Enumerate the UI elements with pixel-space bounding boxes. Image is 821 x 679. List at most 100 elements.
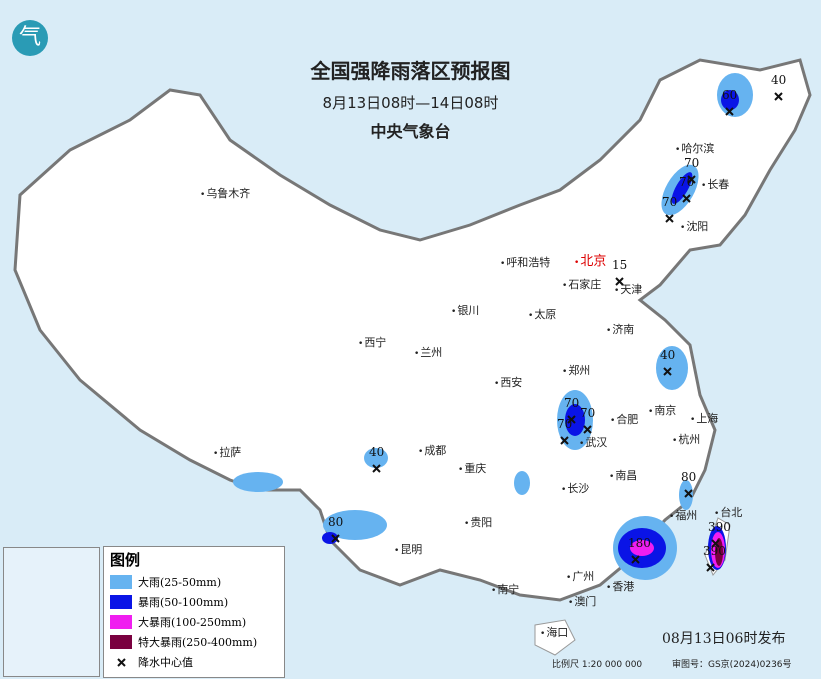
cross-icon <box>116 657 126 667</box>
legend-label: 降水中心值 <box>138 656 193 669</box>
city-label: 昆明 <box>394 541 422 557</box>
cross-icon <box>615 277 624 286</box>
rain-center-marker <box>583 419 592 434</box>
legend-item: 大雨(25-50mm) <box>110 572 284 592</box>
rain-center-marker <box>663 361 672 376</box>
rain-center-value: 70 <box>679 175 695 189</box>
city-label: 海口 <box>540 624 568 640</box>
legend-label: 大暴雨(100-250mm) <box>138 616 247 629</box>
city-label: 天津 <box>614 281 642 297</box>
rain-heavy <box>656 346 688 390</box>
rain-center-marker <box>331 528 340 543</box>
rain-center-marker <box>372 458 381 473</box>
rain-center-value: 40 <box>771 73 787 87</box>
city-label: 兰州 <box>414 344 442 360</box>
city-label: 沈阳 <box>680 218 708 234</box>
rain-heavy <box>364 448 388 468</box>
rain-center-marker <box>567 409 576 424</box>
cross-icon <box>711 539 720 548</box>
city-label: 哈尔滨 <box>675 140 714 156</box>
city-label: 郑州 <box>562 362 590 378</box>
legend: 图例 大雨(25-50mm) 暴雨(50-100mm) 大暴雨(100-250mm)… <box>103 546 285 678</box>
legend-item: 暴雨(50-100mm) <box>110 592 284 612</box>
city-label: 西宁 <box>358 334 386 350</box>
city-label: 南京 <box>648 402 676 418</box>
rain-storm <box>671 172 693 204</box>
color-swatch <box>110 595 132 609</box>
rain-heavy <box>514 471 530 495</box>
rain-heavy <box>233 472 283 492</box>
legend-label: 特大暴雨(250-400mm) <box>138 636 258 649</box>
rain-storm <box>565 404 585 436</box>
city-label: 福州 <box>669 507 697 523</box>
legend-item: 大暴雨(100-250mm) <box>110 612 284 632</box>
rain-severe <box>630 540 654 556</box>
city-label: 乌鲁木齐 <box>200 185 250 201</box>
cross-icon <box>725 107 734 116</box>
city-label: 长沙 <box>561 480 589 496</box>
city-label: 重庆 <box>458 460 486 476</box>
city-label: 成都 <box>418 442 446 458</box>
rain-center-value: 80 <box>328 515 344 529</box>
legend-item: 降水中心值 <box>110 652 284 672</box>
rain-center-value: 180 <box>628 536 651 550</box>
rain-center-value: 40 <box>369 445 385 459</box>
cross-icon <box>331 534 340 543</box>
cross-icon <box>684 489 693 498</box>
color-swatch <box>110 615 132 629</box>
city-label: 长春 <box>701 176 729 192</box>
rain-center-value: 70 <box>662 195 678 209</box>
rain-storm <box>721 90 739 110</box>
cross-icon <box>663 367 672 376</box>
city-label: 呼和浩特 <box>500 254 550 270</box>
city-label: 北京 <box>574 250 606 269</box>
city-label: 西安 <box>494 374 522 390</box>
city-label: 南昌 <box>609 467 637 483</box>
city-label: 杭州 <box>672 431 700 447</box>
city-label: 澳门 <box>568 593 596 609</box>
city-label: 合肥 <box>610 411 638 427</box>
city-label: 济南 <box>606 321 634 337</box>
rain-center-marker <box>774 86 783 101</box>
cross-icon <box>560 436 569 445</box>
rain-center-value: 70 <box>580 406 596 420</box>
color-swatch <box>110 635 132 649</box>
agency: 中央气象台 <box>370 122 451 141</box>
cross-swatch <box>110 655 132 669</box>
cross-icon <box>682 194 691 203</box>
rain-center-marker <box>615 271 624 286</box>
rain-center-value: 390 <box>703 544 726 558</box>
cross-icon <box>631 555 640 564</box>
cross-icon <box>567 415 576 424</box>
city-label: 台北 <box>714 504 742 520</box>
color-swatch <box>110 575 132 589</box>
rain-center-value: 40 <box>660 348 676 362</box>
city-label: 太原 <box>528 306 556 322</box>
rain-center-value: 70 <box>557 417 573 431</box>
rain-center-marker <box>560 430 569 445</box>
rain-center-marker <box>684 483 693 498</box>
issue-time: 08月13日06时发布 <box>662 631 786 647</box>
legend-title: 图例 <box>110 551 141 569</box>
rain-center-marker <box>711 533 720 548</box>
city-label: 广州 <box>566 568 594 584</box>
rain-center-marker <box>631 549 640 564</box>
rain-center-value: 70 <box>564 396 580 410</box>
rain-center-value: 70 <box>684 156 700 170</box>
rain-center-value: 390 <box>708 520 731 534</box>
city-label: 拉萨 <box>213 444 241 460</box>
city-label: 石家庄 <box>562 276 601 292</box>
cma-logo: 气 <box>12 20 48 56</box>
map-subtitle: 8月13日08时—14日08时 <box>322 94 499 112</box>
city-label: 银川 <box>451 302 479 318</box>
city-label: 南宁 <box>491 581 519 597</box>
city-label: 香港 <box>606 578 634 594</box>
map-title: 全国强降雨落区预报图 <box>310 59 511 83</box>
south-china-sea-inset <box>3 547 100 677</box>
rain-center-marker <box>687 169 696 184</box>
legend-label: 暴雨(50-100mm) <box>138 596 229 609</box>
map-review-number: 审图号：GS京(2024)0236号 <box>672 660 792 670</box>
cross-icon <box>774 92 783 101</box>
rain-center-marker <box>725 101 734 116</box>
